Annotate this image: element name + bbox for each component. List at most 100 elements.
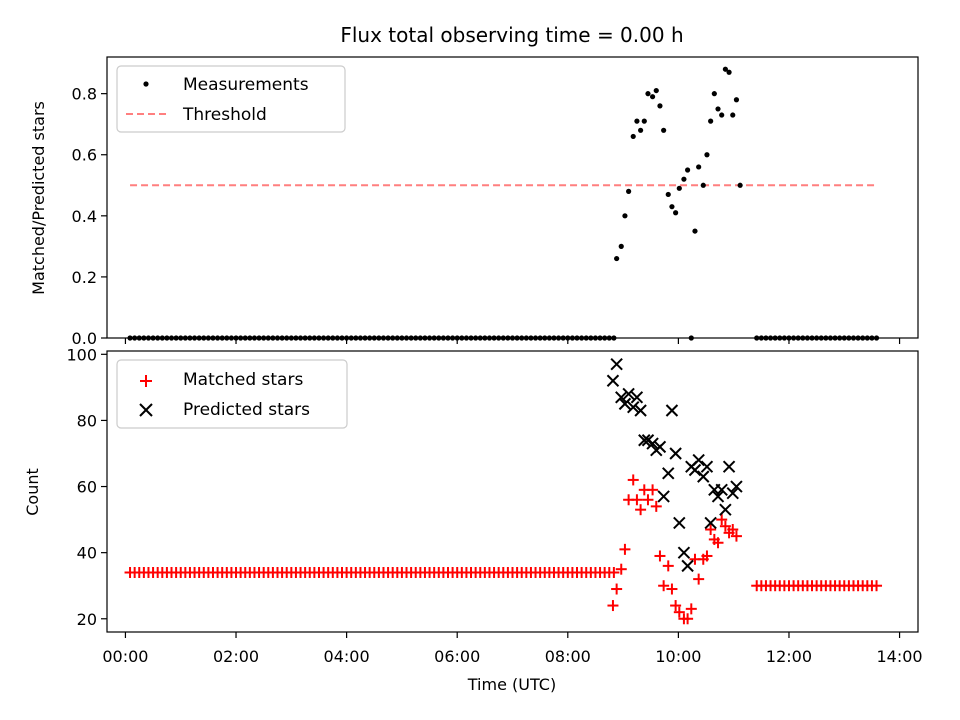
bottom-plot-frame xyxy=(106,350,919,633)
measurement-point xyxy=(645,91,651,97)
predicted-star-point xyxy=(646,437,659,450)
measurement-point xyxy=(653,87,659,94)
predicted-star-point xyxy=(719,503,732,516)
matched-star-point xyxy=(685,603,697,615)
measurement-point xyxy=(669,204,675,210)
bottom-y-tick-label: 60 xyxy=(77,478,97,497)
measurement-point xyxy=(719,112,725,118)
predicted-star-point xyxy=(704,516,717,530)
matched-star-point xyxy=(662,560,674,572)
matched-star-point xyxy=(716,514,728,526)
bottom-y-axis-label: Count xyxy=(23,468,42,516)
matched-star-point xyxy=(673,606,685,618)
measurement-point xyxy=(722,66,728,72)
predicted-star-point xyxy=(722,460,736,473)
measurement-point xyxy=(708,118,714,124)
measurement-point xyxy=(676,185,682,191)
predicted-star-point xyxy=(688,463,702,477)
predicted-star-point xyxy=(692,453,705,467)
measurement-point xyxy=(622,213,628,219)
bottom-y-tick-label: 80 xyxy=(77,411,97,430)
top-y-tick-label: 0.2 xyxy=(72,268,97,287)
predicted-star-point xyxy=(665,404,679,417)
measurement-point xyxy=(626,188,632,194)
matched-star-point xyxy=(615,563,627,575)
matched-star-point xyxy=(654,550,666,562)
legend-matched-marker xyxy=(140,375,152,387)
x-tick-label: 00:00 xyxy=(102,647,148,666)
legend-predicted-label: Predicted stars xyxy=(183,400,310,420)
matched-star-point xyxy=(647,484,659,496)
x-axis-label: Time (UTC) xyxy=(467,675,556,694)
bottom-marks xyxy=(124,358,883,625)
measurement-point xyxy=(634,118,640,124)
matched-star-point xyxy=(666,583,678,595)
predicted-star-point xyxy=(662,467,675,480)
measurement-point xyxy=(704,152,710,158)
measurement-point xyxy=(737,182,743,188)
matched-star-point xyxy=(670,600,682,612)
predicted-star-point xyxy=(715,483,728,497)
measurement-point xyxy=(661,127,667,133)
matched-star-point xyxy=(730,530,742,542)
top-legend: Measurements Threshold xyxy=(116,65,346,133)
predicted-star-point xyxy=(726,486,739,500)
predicted-star-point xyxy=(606,374,620,387)
matched-star-point xyxy=(619,543,631,555)
predicted-star-point xyxy=(730,480,743,493)
predicted-star-point xyxy=(622,387,635,401)
predicted-star-point xyxy=(697,470,710,483)
predicted-star-point xyxy=(657,490,670,503)
bottom-y-tick-label: 40 xyxy=(77,544,97,563)
matched-star-point xyxy=(727,524,739,536)
top-y-axis-label: Matched/Predicted stars xyxy=(29,101,48,295)
measurement-point xyxy=(673,210,679,216)
measurement-point xyxy=(730,112,736,118)
predicted-star-point xyxy=(653,440,667,454)
matched-star-point xyxy=(693,573,705,585)
legend-threshold-label: Threshold xyxy=(182,105,267,125)
legend-predicted-marker xyxy=(139,403,153,417)
matched-star-point xyxy=(611,583,623,595)
matched-star-point xyxy=(650,500,662,512)
measurement-point xyxy=(665,191,671,198)
measurement-point xyxy=(726,69,732,75)
bottom-y-tick-label: 20 xyxy=(77,610,97,629)
predicted-star-point xyxy=(673,516,686,530)
measurement-point xyxy=(685,167,691,173)
x-tick-label: 06:00 xyxy=(434,647,480,666)
predicted-star-point xyxy=(610,358,623,371)
top-y-tick-label: 0.0 xyxy=(72,329,97,348)
measurement-point xyxy=(700,182,706,188)
predicted-star-point xyxy=(669,447,682,460)
bottom-legend: Matched stars Predicted stars xyxy=(116,359,348,429)
matched-star-point xyxy=(635,504,647,516)
matched-star-point xyxy=(712,537,724,549)
measurement-point xyxy=(618,243,624,249)
measurement-point xyxy=(681,176,687,182)
matched-star-point xyxy=(871,580,883,592)
flux-ratio-panel: Flux total observing time = 0.00 h 0.00.… xyxy=(29,23,919,348)
legend-measurements-marker xyxy=(143,81,149,87)
predicted-star-point xyxy=(638,434,651,447)
matched-star-point xyxy=(719,520,731,532)
predicted-star-point xyxy=(630,391,644,404)
bottom-ticks: 20 40 60 80 100 00:00 02:00 04:00 06:00 08:00 10:0… xyxy=(66,345,922,666)
measurement-point xyxy=(733,97,740,103)
measurement-point xyxy=(630,133,636,140)
star-count-panel: 20 40 60 80 100 00:00 02:00 04:00 06:00 08:00 10:0… xyxy=(23,345,923,694)
predicted-star-point xyxy=(618,397,632,411)
x-tick-label: 14:00 xyxy=(877,647,923,666)
matched-star-point xyxy=(642,494,654,506)
matched-star-point xyxy=(608,566,620,578)
top-legend-box xyxy=(116,65,346,133)
matched-star-point xyxy=(705,524,717,536)
legend-matched-label: Matched stars xyxy=(183,370,303,390)
legend-measurements-label: Measurements xyxy=(183,75,309,95)
measurement-point xyxy=(641,118,647,124)
predicted-star-point xyxy=(627,400,640,414)
predicted-star-point xyxy=(634,404,647,417)
measurement-point xyxy=(614,255,620,262)
x-tick-label: 08:00 xyxy=(545,647,591,666)
top-y-tick-label: 0.4 xyxy=(72,207,97,226)
